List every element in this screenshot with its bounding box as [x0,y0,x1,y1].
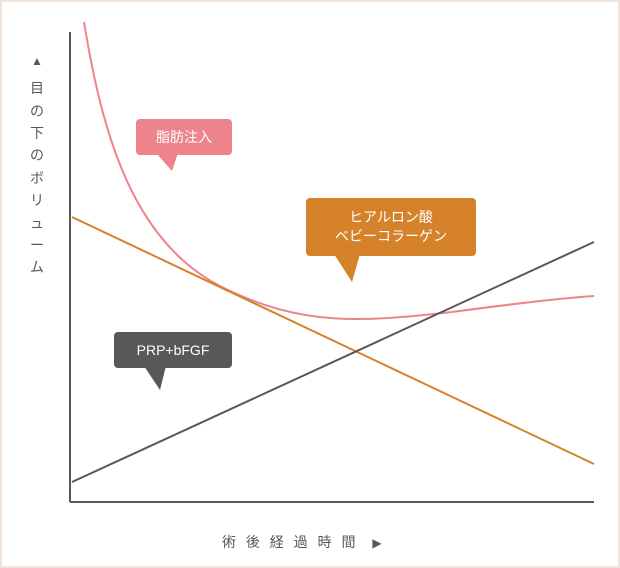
callout-ha-label-line1: ヒアルロン酸 [349,208,433,227]
callout-prp-label: PRP+bFGF [137,341,210,360]
callout-fat-tail [156,153,178,171]
callout-fat: 脂肪注入 [136,119,232,155]
callout-ha-tail [334,254,360,282]
chart-frame: ▲ 目の下のボリューム 術 後 経 過 時 間 ▶ 脂肪注入 ヒアルロン酸 ベビ… [0,0,620,568]
callout-ha-label-line2: ベビーコラーゲン [335,227,447,246]
callout-ha: ヒアルロン酸 ベビーコラーゲン [306,198,476,256]
callout-fat-label: 脂肪注入 [156,128,212,147]
callout-prp-tail [144,366,166,390]
callout-prp: PRP+bFGF [114,332,232,368]
plot-area [2,2,620,568]
